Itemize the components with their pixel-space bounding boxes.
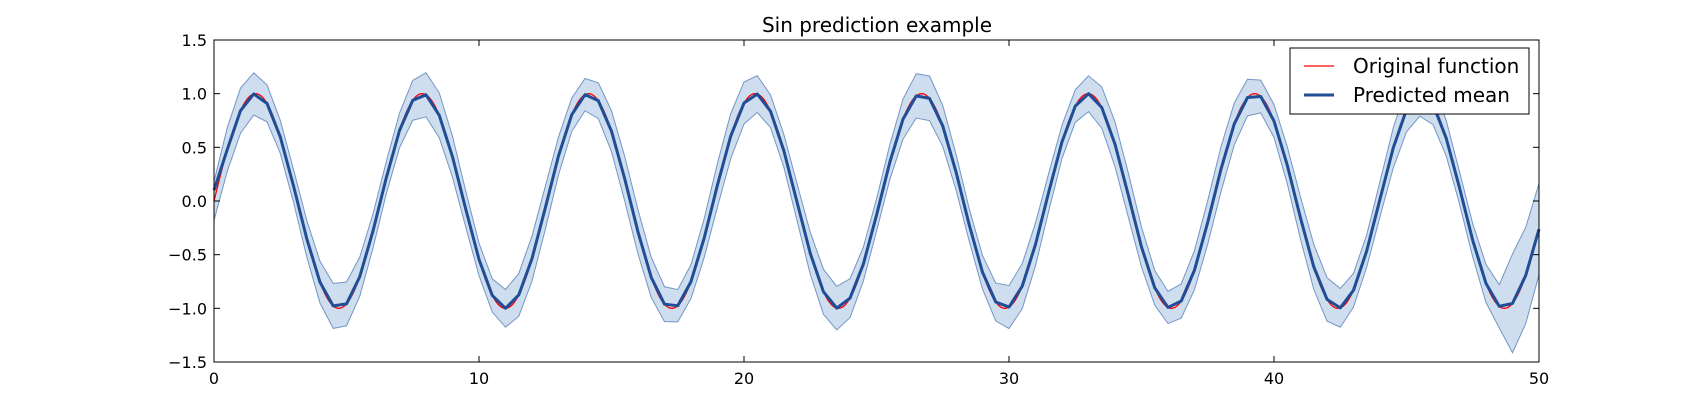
legend-box [1289,47,1530,115]
axis-ticks: 0 10 20 30 40 50 −1.5 −1.0 −0.5 0.0 0.5 1.0 1.5 [168,31,1549,388]
y-tick-label: 1.5 [182,31,207,50]
chart-title: Sin prediction example [762,13,992,37]
y-tick-label: −1.5 [168,353,207,372]
legend-label-original: Original function [1353,54,1519,78]
series-line-predicted [212,92,1541,310]
y-tick-label: −1.0 [168,299,207,318]
x-tick-label: 20 [734,369,754,388]
y-tick-label: 1.0 [182,85,207,104]
x-tick-label: 50 [1529,369,1549,388]
y-tick-label: 0.0 [182,192,207,211]
y-tick-label: 0.5 [182,138,207,157]
x-tick-label: 0 [209,369,219,388]
line-layer [212,92,1541,310]
x-tick-label: 40 [1264,369,1284,388]
legend: Original function Predicted mean [1289,47,1530,115]
legend-label-predicted: Predicted mean [1353,83,1510,107]
y-tick-label: −0.5 [168,246,207,265]
x-tick-label: 30 [999,369,1019,388]
x-tick-label: 10 [469,369,489,388]
